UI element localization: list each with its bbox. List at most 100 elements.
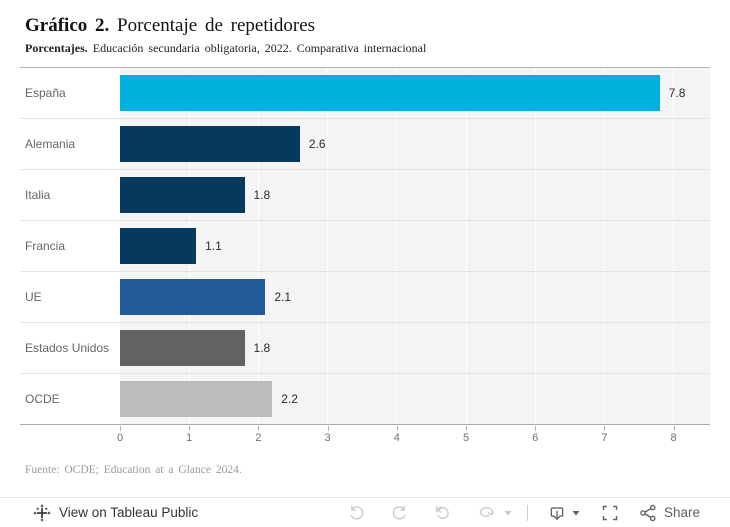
undo-button[interactable] [348,504,365,521]
chart-row: España 7.8 [20,68,710,119]
plot-cell: 1.1 [120,221,710,271]
redo-button[interactable] [391,504,408,521]
plot-cell: 1.8 [120,170,710,220]
refresh-button[interactable] [477,504,495,521]
value-label: 7.8 [668,86,686,100]
axis-tick-label: 1 [186,432,193,444]
toolbar-divider [526,504,528,521]
undo-icon [348,504,365,521]
gridline [396,323,398,373]
bar-ocde[interactable] [120,381,273,417]
revert-icon [434,504,451,521]
gridline [396,119,398,169]
chart-row: Francia 1.1 [20,221,710,272]
gridline [327,374,329,424]
gridline [673,68,675,118]
axis-tick-mark [189,426,191,431]
bar-alemania[interactable] [120,126,300,162]
axis-tick-mark [327,426,329,431]
share-icon [639,504,657,522]
refresh-icon [477,504,495,521]
gridline [673,119,675,169]
chart-row: UE 2.1 [20,272,710,323]
gridline [603,272,605,322]
gridline [465,272,467,322]
gridline [603,119,605,169]
gridline [327,323,329,373]
gridline [327,221,329,271]
plot-cell: 2.1 [120,272,710,322]
axis-tick-label: 3 [324,432,331,444]
gridline [673,272,675,322]
gridline [534,221,536,271]
bar-estados-unidos[interactable] [120,330,245,366]
share-button[interactable]: Share [639,504,700,522]
gridline [465,170,467,220]
gridline [327,119,329,169]
gridline [673,221,675,271]
fullscreen-button[interactable] [601,504,619,522]
refresh-menu-button[interactable] [503,508,513,518]
tableau-logo-icon [33,504,51,522]
axis-tick-label: 4 [393,432,400,444]
axis-tick-label: 8 [670,432,677,444]
gridline [673,170,675,220]
view-on-tableau-public-link[interactable]: View on Tableau Public [33,504,198,522]
axis-tick-mark [466,426,467,431]
toolbar-actions: Share [348,504,700,522]
axis-tick-mark [258,426,260,431]
gridline [465,374,467,424]
revert-button[interactable] [434,504,451,521]
bar-italia[interactable] [120,177,245,213]
share-label: Share [663,505,700,520]
gridline [257,170,259,220]
gridline [603,170,605,220]
chart-title: Gráfico 2. Porcentaje de repetidores [25,15,315,37]
gridline [257,221,259,271]
gridline [534,374,536,424]
gridline [396,374,398,424]
download-button[interactable] [548,504,566,522]
value-label: 2.1 [274,290,291,304]
bar-ue[interactable] [120,279,266,315]
axis-tick-label: 2 [255,432,262,444]
axis-tick-label: 0 [116,432,124,444]
bar-españa[interactable] [120,75,660,111]
download-icon [548,504,566,522]
caret-down-icon [571,508,581,518]
category-label: España [20,68,120,118]
category-label: Alemania [20,119,120,169]
axis-tick-label: 7 [601,432,608,444]
gridline [534,119,536,169]
chart-title-number: Gráfico 2. [25,15,110,36]
gridline [603,221,605,271]
gridline [534,170,536,220]
redo-icon [391,504,408,521]
gridline [396,272,398,322]
chart-row: Estados Unidos 1.8 [20,323,710,374]
gridline [257,323,259,373]
gridline [327,272,329,322]
axis-tick-mark [396,426,398,431]
axis-tick-mark [604,426,606,431]
category-label: Estados Unidos [20,323,120,373]
value-label: 1.8 [253,188,271,202]
category-label: Francia [20,221,120,271]
fullscreen-icon [601,504,619,522]
download-menu-button[interactable] [571,508,581,518]
gridline [534,272,536,322]
gridline [603,323,605,373]
gridline [673,374,675,424]
tableau-toolbar: View on Tableau Public [0,497,730,527]
bar-chart: España 7.8 Alemania 2.6 Italia 1.8 Francia 1.1 U… [20,67,710,425]
value-label: 2.2 [281,392,298,406]
chart-title-text: Porcentaje de repetidores [109,15,316,36]
chart-row: Alemania 2.6 [20,119,710,170]
chart-subtitle: Porcentajes. Educación secundaria obliga… [25,41,426,56]
bar-francia[interactable] [120,228,197,264]
gridline [327,170,329,220]
axis-tick-label: 5 [462,432,470,444]
plot-cell: 1.8 [120,323,710,373]
category-label: Italia [20,170,120,220]
